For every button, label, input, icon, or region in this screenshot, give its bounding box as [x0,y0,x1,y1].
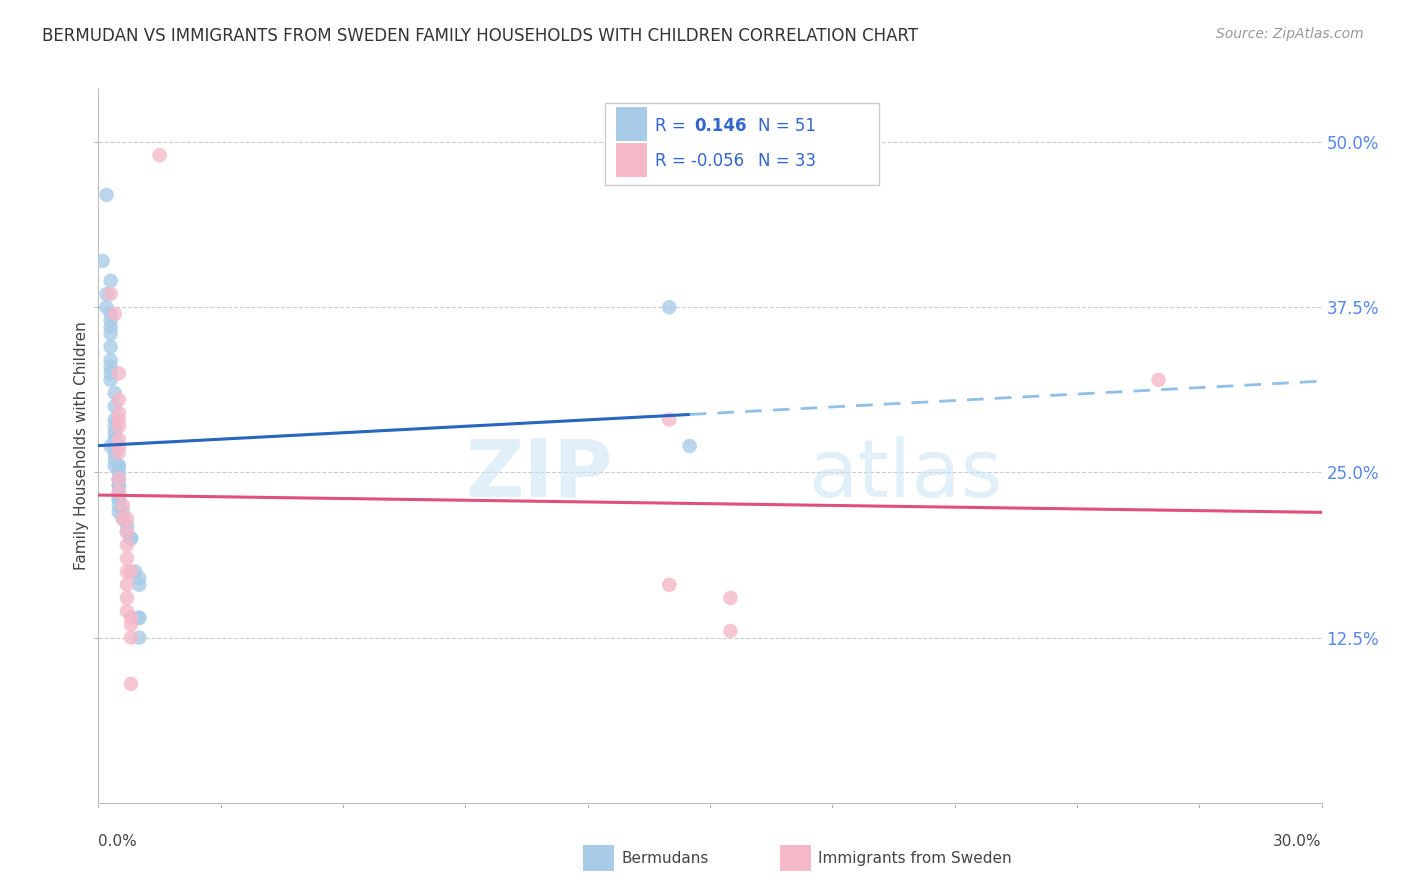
Point [115,591,138,605]
Point [108,485,131,500]
Text: R =: R = [655,117,692,135]
Point [108,472,131,486]
Point [100,439,122,453]
Point [115,604,138,618]
Point [108,406,131,420]
Point [100,353,122,368]
Point [115,578,138,592]
Text: N = 33: N = 33 [758,153,815,170]
Point [104,433,127,447]
Point [100,287,122,301]
Point [115,538,138,552]
Point [100,373,122,387]
Point [104,458,127,473]
Point [124,565,146,579]
Text: R = -0.056: R = -0.056 [655,153,744,170]
Point [120,532,142,546]
Point [104,445,127,459]
Point [104,419,127,434]
Point [120,611,142,625]
Point [120,631,142,645]
Point [108,491,131,506]
Point [108,485,131,500]
Point [120,677,142,691]
Point [108,491,131,506]
Text: 0.146: 0.146 [695,117,747,135]
Text: Bermudans: Bermudans [621,851,709,865]
Point [658,300,681,314]
Point [115,565,138,579]
Point [128,611,150,625]
Point [108,499,131,513]
Point [100,320,122,334]
Point [108,445,131,459]
Point [108,439,131,453]
Point [658,412,681,426]
Point [720,624,742,638]
Text: atlas: atlas [808,435,1002,514]
Point [104,386,127,401]
Point [1147,373,1170,387]
Text: Source: ZipAtlas.com: Source: ZipAtlas.com [1216,27,1364,41]
Text: 0.0%: 0.0% [98,834,138,849]
Point [679,439,702,453]
Point [111,499,134,513]
Point [104,425,127,440]
Point [108,392,131,407]
Point [100,367,122,381]
Point [104,452,127,467]
Point [128,611,150,625]
Point [149,148,172,162]
Text: N = 51: N = 51 [758,117,815,135]
Point [111,511,134,525]
Point [128,571,150,585]
Point [108,419,131,434]
Point [100,340,122,354]
Point [720,591,742,605]
Text: BERMUDAN VS IMMIGRANTS FROM SWEDEN FAMILY HOUSEHOLDS WITH CHILDREN CORRELATION C: BERMUDAN VS IMMIGRANTS FROM SWEDEN FAMIL… [42,27,918,45]
Point [120,565,142,579]
Point [108,458,131,473]
Point [104,307,127,321]
Point [100,326,122,341]
Point [108,433,131,447]
Point [91,254,114,268]
Point [100,274,122,288]
Point [111,511,134,525]
Point [108,458,131,473]
Point [658,578,681,592]
Point [96,188,118,202]
Text: 30.0%: 30.0% [1274,834,1322,849]
Point [115,511,138,525]
Point [96,287,118,301]
Point [108,412,131,426]
Point [120,532,142,546]
Point [115,524,138,539]
Point [104,412,127,426]
Point [115,518,138,533]
Point [115,551,138,566]
Point [96,300,118,314]
Y-axis label: Family Households with Children: Family Households with Children [73,322,89,570]
Point [108,478,131,492]
Point [108,367,131,381]
Point [108,478,131,492]
Point [100,313,122,327]
Point [108,472,131,486]
Point [108,472,131,486]
Point [115,524,138,539]
Point [100,307,122,321]
Point [120,617,142,632]
Point [100,359,122,374]
Point [104,439,127,453]
Point [108,505,131,519]
Text: ZIP: ZIP [465,435,612,514]
Point [128,631,150,645]
Point [111,505,134,519]
Point [108,466,131,480]
Point [104,400,127,414]
Text: Immigrants from Sweden: Immigrants from Sweden [818,851,1012,865]
Point [128,578,150,592]
